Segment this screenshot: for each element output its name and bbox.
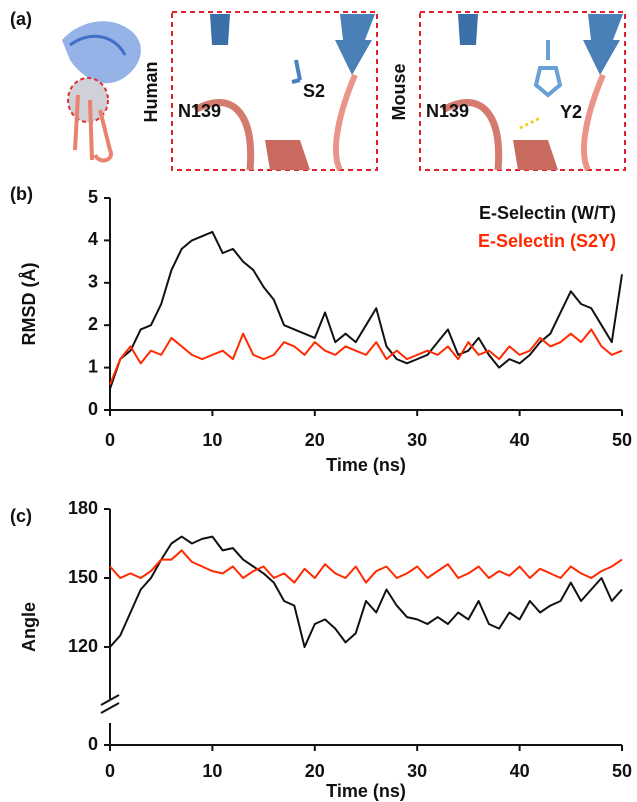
x-tick-label: 0 [105,430,115,450]
y-tick-label: 0 [88,734,98,754]
x-tick-label: 30 [407,430,427,450]
x-axis-title: Time (ns) [326,781,406,801]
x-tick-label: 10 [202,761,222,781]
residue-label: Y2 [560,102,582,122]
x-tick-label: 40 [510,761,530,781]
y-tick-label: 1 [88,356,98,376]
series-line [109,230,623,390]
panel-title: Mouse [389,63,409,120]
panel-label: (b) [10,184,33,204]
legend-entry: E-Selectin (W/T) [479,203,616,223]
y-tick-label: 3 [88,272,98,292]
x-tick-label: 50 [612,761,632,781]
x-tick-label: 20 [305,761,325,781]
protein-overview [62,21,141,163]
panel-title: Human [141,61,161,122]
x-tick-label: 10 [202,430,222,450]
x-tick-label: 20 [305,430,325,450]
y-tick-label: 150 [68,567,98,587]
series-line [109,328,623,385]
axis-break [100,694,120,714]
y-axis-title: RMSD (Å) [19,263,39,346]
residue-label: S2 [303,81,325,101]
panel-label: (a) [10,9,32,29]
panel-label: (c) [10,506,32,526]
y-tick-label: 4 [88,229,98,249]
y-tick-label: 2 [88,314,98,334]
ribbons [193,14,623,172]
y-tick-label: 180 [68,498,98,518]
residue-label: N139 [178,101,221,121]
y-tick-label: 5 [88,187,98,207]
y-axis-title: Angle [19,602,39,652]
legend-entry: E-Selectin (S2Y) [478,231,616,251]
zoom-box [171,11,378,171]
residue-label: N139 [426,101,469,121]
x-tick-label: 50 [612,430,632,450]
x-tick-label: 30 [407,761,427,781]
y-tick-label: 120 [68,636,98,656]
x-tick-label: 40 [510,430,530,450]
x-tick-label: 0 [105,761,115,781]
series-line [109,535,623,648]
zoom-box [419,11,626,171]
y-tick-label: 0 [88,399,98,419]
x-axis-title: Time (ns) [326,455,406,475]
series-line [109,549,623,584]
